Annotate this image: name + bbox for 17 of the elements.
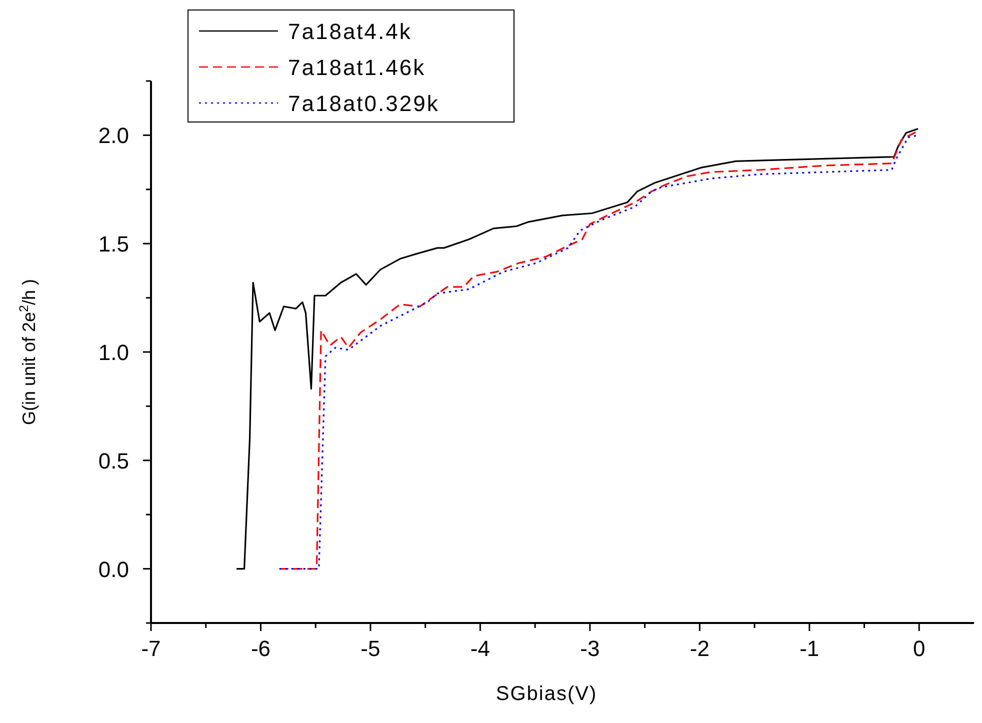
y-tick-label: 2.0 [98,123,129,148]
y-tick-label: 1.0 [98,340,129,365]
legend-label: 7a18at0.329k [288,91,440,116]
x-tick-label: -3 [580,636,600,661]
y-tick-label: 1.5 [98,232,129,257]
y-tick-label: 0.5 [98,448,129,474]
x-tick-label: -1 [800,636,820,661]
x-tick-label: -7 [141,636,161,661]
y-tick-label: 0.0 [98,556,129,582]
x-tick-label: -6 [250,636,271,661]
legend-label: 7a18at1.46k [288,55,426,80]
x-tick-label: 0 [913,636,926,661]
x-tick-label: -5 [360,636,380,661]
x-tick-label: -4 [470,636,490,661]
x-axis-title: SGbias(V) [496,683,598,705]
legend-label: 7a18at4.4k [288,19,412,44]
x-tick-label: -2 [690,636,710,661]
